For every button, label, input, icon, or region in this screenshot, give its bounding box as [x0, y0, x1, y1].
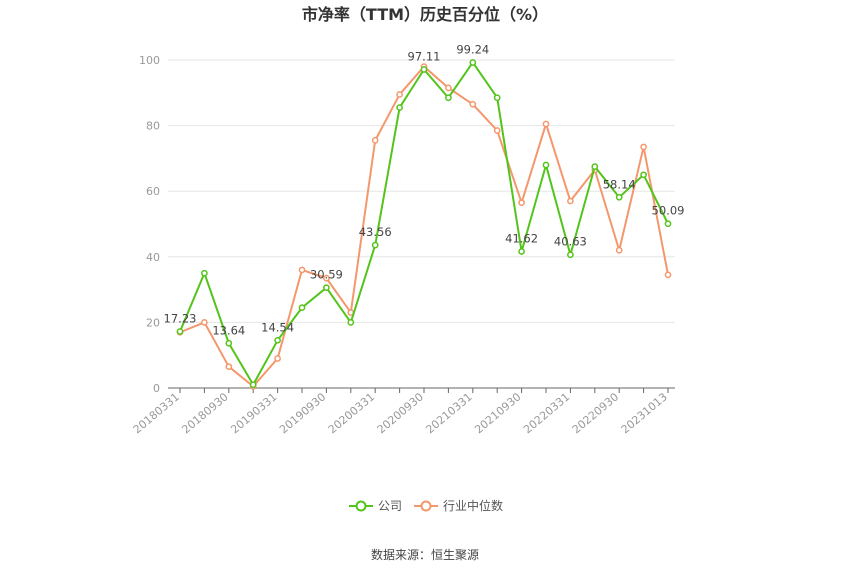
data-point	[201, 269, 208, 277]
series-line	[179, 61, 669, 386]
x-tick-label: 20220930	[570, 390, 621, 436]
data-point	[615, 193, 623, 201]
series-line	[179, 65, 669, 388]
data-label: 41.62	[505, 231, 538, 245]
data-point	[445, 94, 452, 102]
data-label: 13.64	[212, 323, 245, 337]
data-label: 17.23	[164, 311, 197, 325]
data-point	[225, 339, 233, 347]
data-point	[323, 274, 330, 282]
data-point	[371, 137, 379, 144]
y-tick-label: 80	[146, 120, 160, 133]
x-tick-label: 20231013	[619, 390, 670, 436]
y-tick-label: 40	[146, 251, 160, 264]
data-point	[176, 328, 184, 335]
data-point	[347, 319, 355, 326]
x-tick-label: 20180331	[131, 390, 182, 436]
legend-swatch-marker	[420, 500, 432, 512]
x-tick-label: 20220331	[521, 390, 572, 436]
source-note: 数据来源：恒生聚源	[371, 547, 479, 562]
data-point	[201, 319, 208, 326]
data-point	[567, 197, 574, 205]
x-tick-label: 20180930	[179, 390, 230, 436]
data-label: 14.54	[261, 320, 294, 334]
data-point	[323, 284, 330, 292]
data-point	[518, 199, 525, 207]
data-point	[591, 163, 599, 170]
data-point	[445, 84, 452, 92]
data-label: 30.59	[310, 268, 343, 282]
y-tick-label: 0	[153, 382, 160, 395]
data-point	[396, 91, 403, 98]
data-point	[274, 355, 281, 362]
y-tick-label: 100	[139, 54, 160, 67]
legend-item: 公司	[349, 499, 402, 513]
x-tick-label: 20210930	[472, 390, 523, 436]
data-point	[518, 248, 525, 255]
data-point	[274, 336, 281, 344]
data-point	[542, 120, 550, 128]
x-tick-label: 20210331	[423, 390, 474, 436]
data-label: 58.14	[603, 177, 636, 191]
legend-item: 行业中位数	[414, 498, 503, 513]
x-tick-label: 20190930	[277, 390, 328, 436]
data-point	[567, 251, 574, 259]
data-point	[493, 94, 501, 102]
data-point	[298, 304, 306, 311]
data-label: 40.63	[554, 235, 587, 249]
data-point	[640, 143, 647, 151]
legend-label: 公司	[378, 499, 402, 513]
data-point	[420, 66, 428, 73]
legend-label: 行业中位数	[443, 498, 503, 513]
data-point	[371, 241, 379, 249]
data-point	[640, 171, 647, 179]
data-point	[664, 271, 672, 279]
data-point	[469, 100, 477, 108]
data-point	[298, 266, 306, 274]
y-tick-label: 60	[146, 185, 160, 198]
data-point	[542, 161, 550, 169]
x-tick-label: 20190331	[228, 390, 279, 436]
legend-swatch-marker	[355, 500, 367, 512]
y-tick-label: 20	[146, 316, 160, 329]
data-point	[493, 127, 501, 134]
data-label: 97.11	[408, 49, 441, 63]
data-point	[664, 220, 672, 228]
data-point	[225, 363, 233, 371]
data-point	[396, 104, 403, 111]
data-label: 50.09	[652, 204, 685, 218]
x-tick-label: 20200930	[375, 390, 426, 436]
data-point	[615, 246, 623, 254]
data-point	[469, 59, 477, 66]
x-tick-label: 20200331	[326, 390, 377, 436]
data-label: 43.56	[359, 225, 392, 239]
chart-title: 市净率（TTM）历史百分位（%）	[302, 5, 548, 24]
data-point	[249, 381, 257, 389]
data-label: 99.24	[456, 42, 489, 56]
